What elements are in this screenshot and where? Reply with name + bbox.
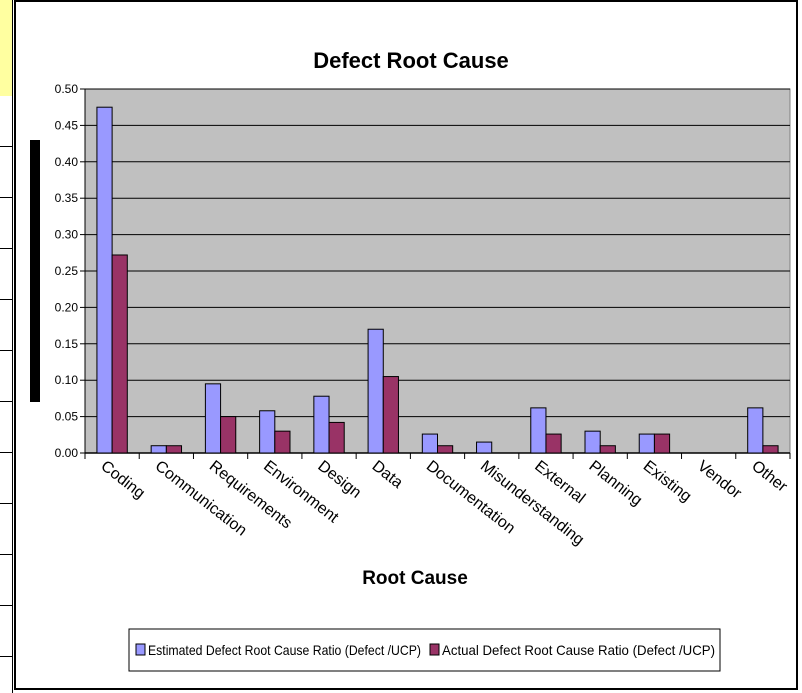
legend-entry: Actual Defect Root Cause Ratio (Defect /… — [442, 642, 715, 658]
bar-estimated — [259, 410, 276, 454]
bar-estimated — [530, 407, 547, 454]
bar-actual — [545, 433, 562, 454]
y-tick-label: 0.15 — [55, 337, 79, 351]
bar-estimated — [204, 383, 222, 454]
legend: Estimated Defect Root Cause Ratio (Defec… — [128, 628, 721, 672]
legend-entry: Estimated Defect Root Cause Ratio (Defec… — [148, 642, 421, 658]
bar-estimated — [150, 445, 167, 454]
x-category-label: Design — [314, 458, 364, 502]
bar-estimated — [747, 407, 764, 454]
bar-actual — [382, 376, 399, 454]
y-tick-label: 0.20 — [55, 300, 79, 314]
bar-actual — [599, 445, 616, 454]
bar-estimated — [421, 433, 439, 454]
bars — [96, 106, 779, 454]
bar-actual — [762, 445, 779, 454]
bar-estimated — [313, 395, 330, 454]
bar-actual — [111, 254, 128, 454]
y-tick-label: 0.10 — [55, 373, 79, 387]
y-tick-label: 0.00 — [55, 446, 79, 460]
black-marker-bar — [30, 140, 40, 402]
x-category-label: Existing — [640, 458, 695, 506]
bar-estimated — [96, 106, 113, 454]
x-axis-categories: Coding CommunicationRequirementsEnvironme… — [84, 453, 791, 549]
bar-estimated — [476, 441, 493, 454]
y-tick-label: 0.40 — [55, 155, 79, 169]
x-category-label: Data — [369, 458, 406, 492]
y-tick-label: 0.35 — [55, 191, 79, 205]
y-tick-label: 0.45 — [55, 118, 79, 132]
bar-estimated — [367, 328, 384, 454]
chart-title: Defect Root Cause — [313, 48, 509, 73]
x-category-label: Coding — [97, 458, 147, 503]
left-edge-highlight — [0, 0, 13, 96]
y-axis-ticks: 0.00 0.05 0.10 0.15 0.20 0.25 0.30 0.35 0.40 0.45… — [55, 82, 790, 460]
bar-actual — [220, 416, 237, 454]
x-category-label: Other — [748, 458, 791, 496]
legend-box — [128, 628, 721, 672]
x-category-label: Vendor — [694, 458, 745, 503]
y-tick-label: 0.05 — [55, 410, 79, 424]
bar-actual — [437, 445, 454, 454]
y-tick-label: 0.25 — [55, 264, 79, 278]
bar-actual — [328, 421, 345, 454]
y-tick-label: 0.50 — [55, 82, 79, 96]
x-category-label: Communication — [152, 458, 250, 540]
bar-actual — [653, 433, 671, 454]
bar-estimated — [638, 433, 655, 454]
x-category-label: Planning — [586, 458, 646, 510]
bar-actual — [165, 445, 183, 454]
y-tick-label: 0.30 — [55, 228, 79, 242]
legend-swatch — [135, 643, 146, 656]
bar-actual — [274, 430, 291, 454]
x-axis-label: Root Cause — [362, 568, 468, 589]
left-edge-gridlines — [0, 96, 13, 693]
bar-estimated — [584, 430, 601, 454]
legend-swatch — [429, 643, 440, 656]
gridlines — [85, 88, 790, 418]
